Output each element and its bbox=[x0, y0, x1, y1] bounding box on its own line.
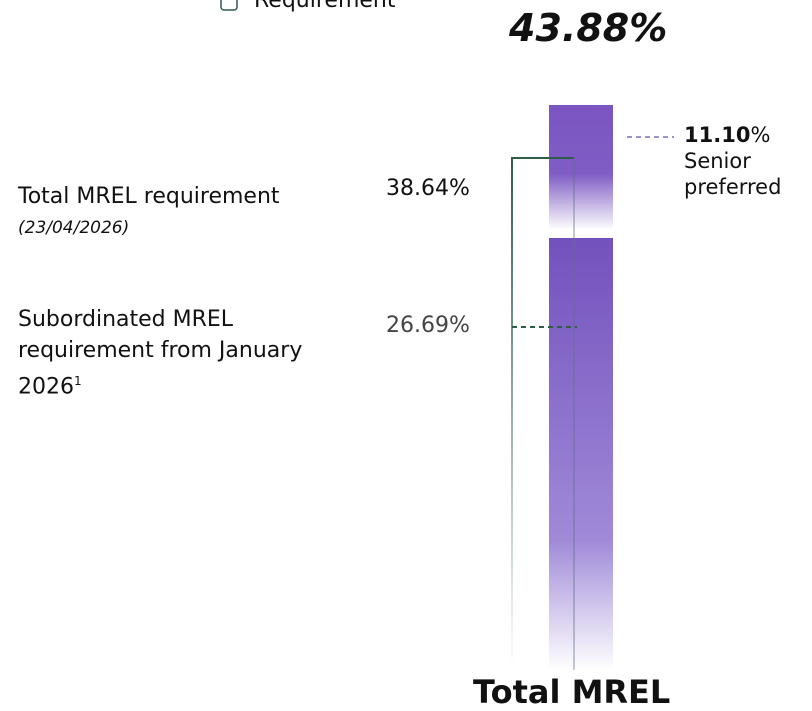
senior-value: 11.10 bbox=[684, 123, 751, 147]
total-value: 43.88% bbox=[509, 6, 668, 50]
senior-unit: % bbox=[750, 123, 771, 147]
senior-line-2: preferred bbox=[684, 175, 782, 199]
subordinated-segment bbox=[549, 238, 613, 670]
senior-segment bbox=[549, 105, 613, 230]
senior-label: 11.10% Senior preferred bbox=[684, 122, 781, 200]
sub-req-text: Subordinated MREL requirement from Janua… bbox=[18, 307, 303, 400]
total-req-note: (23/04/2026) bbox=[18, 218, 130, 238]
total-label: Total MREL bbox=[473, 673, 671, 711]
legend-icon bbox=[220, 0, 238, 11]
sub-req-label: Subordinated MREL requirement from Janua… bbox=[18, 304, 308, 402]
legend-label: Requirement bbox=[254, 0, 396, 13]
total-req-label: Total MREL requirement bbox=[18, 184, 280, 209]
senior-line-1: Senior bbox=[684, 149, 751, 173]
requirement-bracket bbox=[511, 157, 574, 670]
footnote: 1 bbox=[74, 374, 82, 388]
total-req-value: 38.64% bbox=[386, 176, 470, 201]
sub-req-value: 26.69% bbox=[386, 313, 470, 338]
